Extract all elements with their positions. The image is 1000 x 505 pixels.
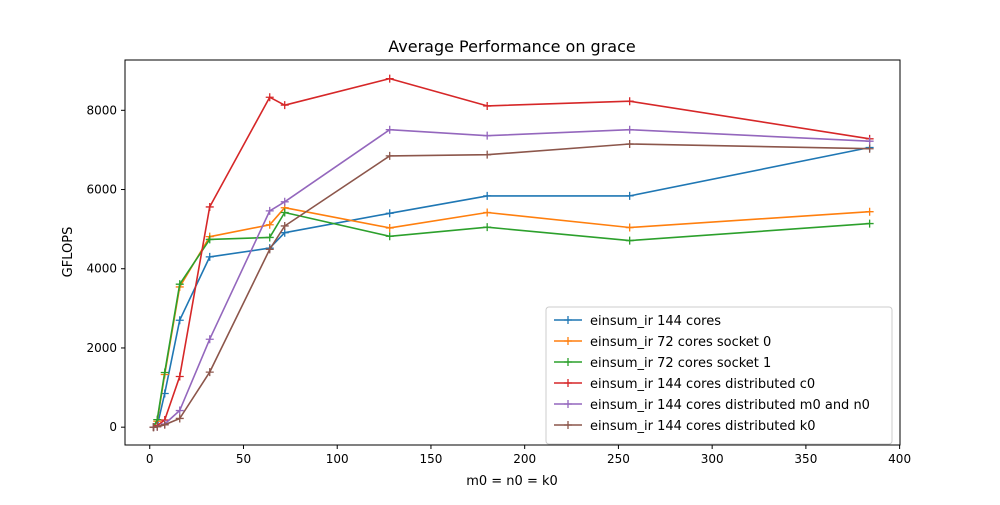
data-point-marker	[625, 125, 634, 134]
data-point-marker	[625, 139, 634, 148]
legend-entry-label: einsum_ir 72 cores socket 0	[590, 335, 771, 350]
y-tick-label: 8000	[86, 103, 117, 117]
legend-swatch-marker	[564, 316, 572, 324]
data-point-marker	[385, 74, 394, 83]
x-tick-label: 350	[794, 452, 817, 466]
x-tick-label: 50	[236, 452, 251, 466]
data-point-marker	[865, 207, 874, 216]
legend: einsum_ir 144 cores einsum_ir 72 cores so…	[545, 306, 893, 445]
data-point-marker	[160, 368, 169, 377]
data-point-marker	[483, 150, 492, 159]
data-point-marker	[865, 137, 874, 146]
x-tick-label: 300	[701, 452, 724, 466]
y-axis-label: GFLOPS	[61, 227, 76, 278]
legend-swatch-marker	[564, 421, 572, 429]
x-tick-label: 0	[146, 452, 154, 466]
data-point-marker	[175, 414, 184, 423]
data-point-marker	[205, 335, 214, 344]
data-point-marker	[625, 191, 634, 200]
data-point-marker	[385, 232, 394, 241]
data-point-marker	[385, 125, 394, 134]
legend-swatch-marker	[564, 337, 572, 345]
data-point-marker	[175, 406, 184, 415]
data-point-marker	[205, 252, 214, 261]
data-point-marker	[280, 221, 289, 230]
data-point-marker	[385, 223, 394, 232]
data-point-marker	[265, 245, 274, 254]
data-point-marker	[265, 206, 274, 215]
data-point-marker	[865, 219, 874, 228]
data-point-marker	[265, 93, 274, 102]
x-axis-label: m0 = n0 = k0	[466, 474, 558, 489]
data-point-marker	[385, 151, 394, 160]
series-group	[149, 139, 874, 432]
data-point-marker	[175, 372, 184, 381]
data-point-marker	[280, 101, 289, 110]
data-point-marker	[153, 422, 162, 431]
data-point-marker	[160, 420, 169, 429]
data-point-marker	[625, 236, 634, 245]
data-point-marker	[483, 208, 492, 217]
data-point-marker	[175, 316, 184, 325]
y-tick-label: 0	[109, 420, 117, 434]
y-tick-label: 6000	[86, 183, 117, 197]
legend-box	[545, 306, 893, 445]
data-point-marker	[385, 209, 394, 218]
data-point-marker	[175, 280, 184, 289]
data-point-marker	[625, 223, 634, 232]
data-point-marker	[280, 208, 289, 217]
plot-frame	[124, 59, 901, 446]
data-point-marker	[865, 144, 874, 153]
data-point-marker	[280, 228, 289, 237]
data-point-marker	[280, 197, 289, 206]
chart-title: Average Performance on grace	[388, 37, 635, 56]
x-tick-label: 150	[419, 452, 442, 466]
data-point-marker	[483, 223, 492, 232]
data-point-marker	[205, 202, 214, 211]
legend-entry-label: einsum_ir 144 cores	[590, 314, 721, 329]
legend-entry-label: einsum_ir 144 cores distributed c0	[590, 377, 815, 392]
legend-entry-label: einsum_ir 144 cores distributed m0 and n…	[590, 398, 870, 413]
x-tick-label: 200	[513, 452, 536, 466]
series-group	[149, 208, 874, 432]
data-point-marker	[483, 131, 492, 140]
legend-entry-label: einsum_ir 144 cores distributed k0	[590, 419, 816, 434]
data-point-marker	[205, 235, 214, 244]
data-point-marker	[483, 101, 492, 110]
data-point-marker	[483, 191, 492, 200]
data-point-marker	[265, 233, 274, 242]
x-tick-label: 100	[326, 452, 349, 466]
legend-entry-label: einsum_ir 72 cores socket 1	[590, 356, 771, 371]
x-tick-label: 250	[607, 452, 630, 466]
legend-swatch-marker	[564, 379, 572, 387]
legend-swatch-marker	[564, 358, 572, 366]
y-tick-label: 2000	[86, 341, 117, 355]
legend-swatch-marker	[564, 400, 572, 408]
data-point-marker	[265, 220, 274, 229]
plot-area: 0 50 100 150 200 250 300 350 4000200040006000800…	[86, 74, 911, 466]
x-tick-label: 400	[888, 452, 911, 466]
y-tick-label: 4000	[86, 262, 117, 276]
data-point-marker	[625, 97, 634, 106]
data-point-marker	[205, 368, 214, 377]
